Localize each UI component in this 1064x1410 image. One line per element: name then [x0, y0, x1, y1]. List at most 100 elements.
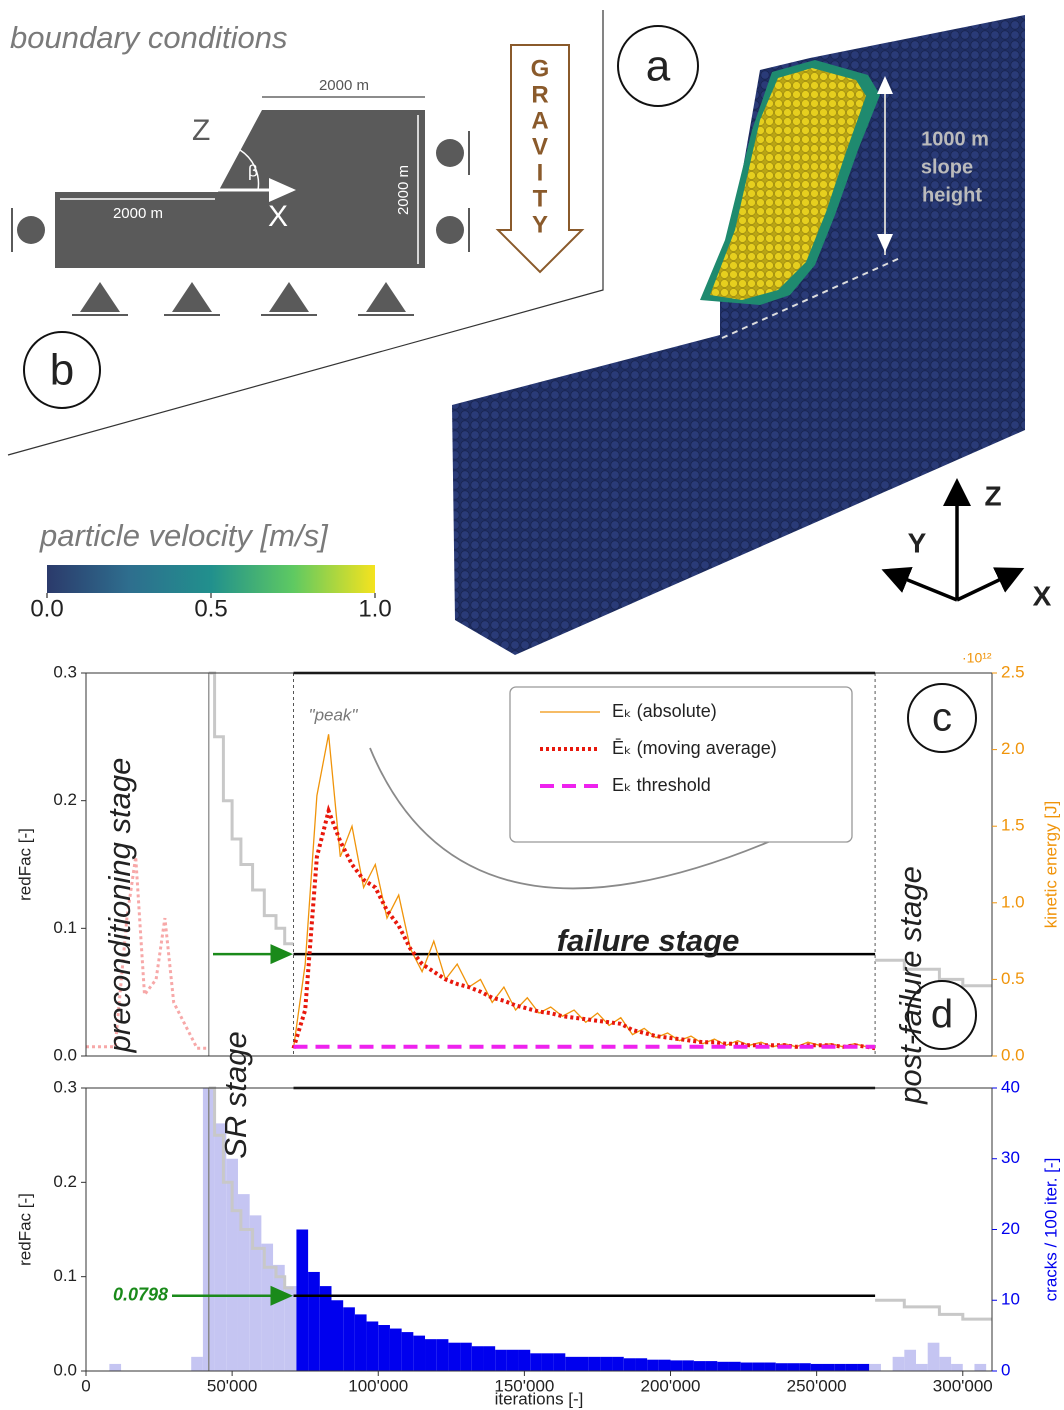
crack-bar: [939, 1356, 952, 1371]
axis-label: Z: [192, 114, 210, 147]
crack-bar: [740, 1362, 753, 1371]
crack-bar: [191, 1356, 203, 1371]
charts: 0.0 0.5 1.0 0.0 0.1 0.2 0.3 0.0 0.5 1.0 1.5 2.0 2.5 r…: [15, 593, 1060, 1408]
y2-tick-label: 0.5: [1001, 969, 1025, 988]
crack-bar: [331, 1300, 344, 1371]
line-series: [208, 1086, 992, 1321]
legend-label: Eₖ threshold: [612, 775, 711, 795]
crack-bar: [436, 1339, 449, 1371]
y-tick-label: 0.2: [53, 790, 77, 809]
panel-label: c: [932, 696, 952, 740]
crack-bar: [530, 1353, 542, 1371]
crack-bar: [857, 1363, 870, 1371]
axis-arrow: [956, 567, 1025, 602]
y-tick-label: 0.3: [53, 1077, 77, 1096]
x-tick-label: 300'000: [933, 1376, 993, 1395]
x-tick-label: 100'000: [348, 1376, 408, 1395]
crack-bar: [284, 1286, 297, 1371]
colorbar: [47, 565, 375, 593]
crack-bar: [974, 1363, 987, 1371]
crack-bar: [916, 1363, 928, 1371]
y2-tick-label: 10: [1001, 1290, 1020, 1309]
stage-label: SR stage: [218, 1031, 253, 1159]
sliding-mass: [710, 68, 866, 300]
crack-bar: [366, 1321, 379, 1371]
trend-arrow: [369, 747, 830, 890]
crack-bar: [775, 1363, 788, 1371]
crack-bar: [401, 1332, 414, 1371]
panel-badge: [617, 25, 699, 107]
y2-tick-label: 1.5: [1001, 816, 1025, 835]
crack-bar: [845, 1363, 858, 1371]
annotation: "peak": [309, 705, 359, 724]
line-series: [208, 671, 992, 988]
gravity-letter: T: [533, 185, 548, 212]
crack-bar: [658, 1359, 671, 1371]
y-tick-label: 0.3: [53, 662, 77, 681]
crack-bar: [647, 1359, 659, 1371]
crack-bar: [810, 1363, 823, 1371]
crack-bar: [927, 1342, 940, 1371]
crack-bar: [682, 1360, 694, 1371]
y-tick-label: 0.2: [53, 1172, 77, 1191]
colorbar-tick-label: 0.0: [30, 595, 63, 622]
supports: [11, 131, 470, 316]
crack-bar: [869, 1363, 881, 1371]
x-tick-label: 50'000: [207, 1376, 258, 1395]
crack-bar: [787, 1363, 800, 1371]
axis-label: Y: [908, 527, 927, 558]
crack-bar: [226, 1158, 238, 1371]
gravity-letter: V: [532, 133, 548, 160]
crack-bar: [600, 1356, 613, 1371]
y-tick-label: 0.0: [53, 1045, 77, 1064]
boundary-panel: boundary conditions 2000 m 2000 m 2000 m…: [7, 10, 604, 456]
y2-axis-label: kinetic energy [J]: [1041, 801, 1060, 929]
crack-bar: [249, 1215, 262, 1371]
colorbar-tick-label: 1.0: [358, 595, 391, 622]
panel-label: d: [931, 993, 953, 1037]
y2-axis-label: cracks / 100 iter. [-]: [1041, 1158, 1060, 1302]
panel-label: a: [646, 42, 671, 91]
crack-bar: [752, 1362, 765, 1371]
dimension-label: 2000 m: [395, 165, 412, 215]
angle-label: β: [248, 161, 258, 180]
y-tick-label: 0.1: [53, 1266, 77, 1285]
y2-tick-label: 30: [1001, 1148, 1020, 1167]
gravity-letter: R: [531, 81, 548, 108]
y2-multiplier: ·10¹²: [962, 650, 992, 666]
crack-bar: [623, 1358, 636, 1371]
dimension-label: 2000 m: [319, 77, 369, 94]
dimension-label: 2000 m: [113, 205, 163, 222]
crack-bar: [343, 1307, 355, 1371]
line-series: [86, 856, 209, 1050]
crack-bar: [425, 1339, 437, 1371]
crack-bar: [565, 1356, 577, 1371]
y2-tick-label: 2.5: [1001, 662, 1025, 681]
x-tick-label: 200'000: [641, 1376, 701, 1395]
gravity-letter: I: [537, 159, 544, 186]
y-tick-label: 0.0: [53, 1360, 77, 1379]
stage-label: preconditioning stage: [102, 758, 137, 1054]
panel-border: [7, 10, 604, 456]
crack-bar: [448, 1342, 461, 1371]
axis-label: Z: [984, 480, 1001, 511]
crack-bar: [892, 1356, 905, 1371]
crack-bar: [273, 1264, 285, 1371]
crack-bar: [728, 1361, 741, 1371]
crack-bar: [670, 1360, 683, 1371]
crack-bar: [717, 1361, 729, 1371]
plot-frame: [85, 672, 993, 1057]
height-label: 1000 m: [921, 128, 989, 150]
gravity-letter: G: [531, 55, 550, 82]
crack-bar: [612, 1356, 624, 1371]
crack-bar: [904, 1349, 917, 1371]
axis-label: X: [1033, 580, 1052, 611]
height-label: slope: [921, 156, 973, 178]
panel-badge: [23, 331, 101, 409]
colorbar-tick-label: 0.5: [194, 595, 227, 622]
x-tick-label: 0: [81, 1376, 90, 1395]
diagram-title: boundary conditions: [10, 20, 287, 55]
crack-bar: [834, 1363, 846, 1371]
crack-bar: [822, 1363, 835, 1371]
y2-tick-label: 40: [1001, 1077, 1020, 1096]
